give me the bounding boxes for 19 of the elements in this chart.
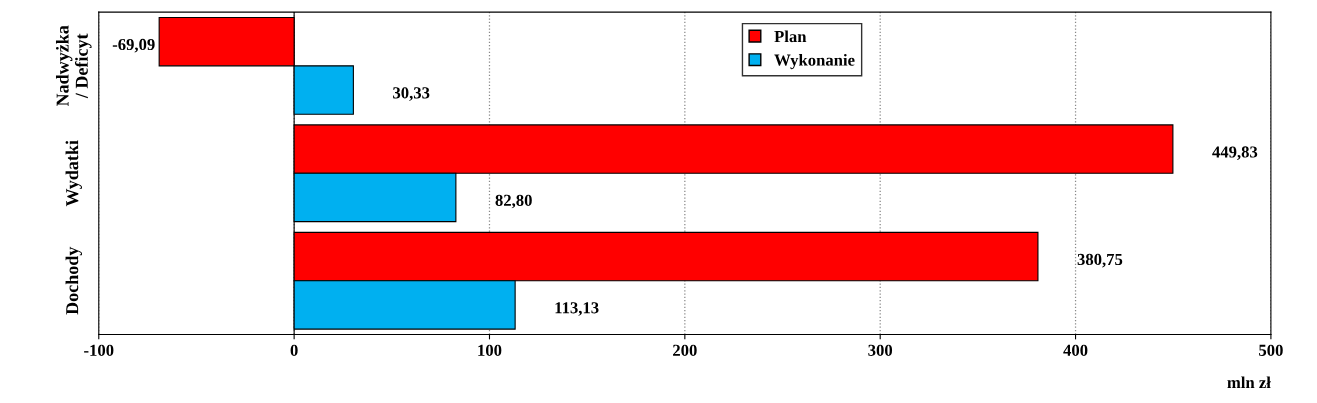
x-tick-label: 500 (1259, 344, 1283, 356)
x-tick-label: 0 (290, 344, 298, 356)
y-tick-label: Nadwyżka / Deficyt (55, 25, 92, 107)
data-label: -69,09 (112, 38, 155, 53)
x-tick-label: 200 (673, 344, 697, 356)
x-tick-label: 400 (1063, 344, 1088, 356)
data-label: 82,80 (495, 194, 532, 209)
x-axis-title: mln zł (1227, 376, 1271, 388)
data-label: 30,33 (393, 87, 430, 101)
legend-label: Wykonanie (774, 53, 855, 70)
x-tick-label: 100 (478, 344, 502, 356)
data-label: 380,75 (1077, 253, 1123, 268)
data-label: 113,13 (555, 302, 599, 316)
data-label: 449,83 (1212, 146, 1258, 160)
x-tick-label: -100 (84, 344, 114, 356)
legend-label: Plan (774, 30, 807, 43)
y-tick-label: Wydatki (65, 140, 82, 207)
x-tick-label: 300 (868, 344, 893, 356)
y-tick-label: Dochody (65, 246, 82, 315)
